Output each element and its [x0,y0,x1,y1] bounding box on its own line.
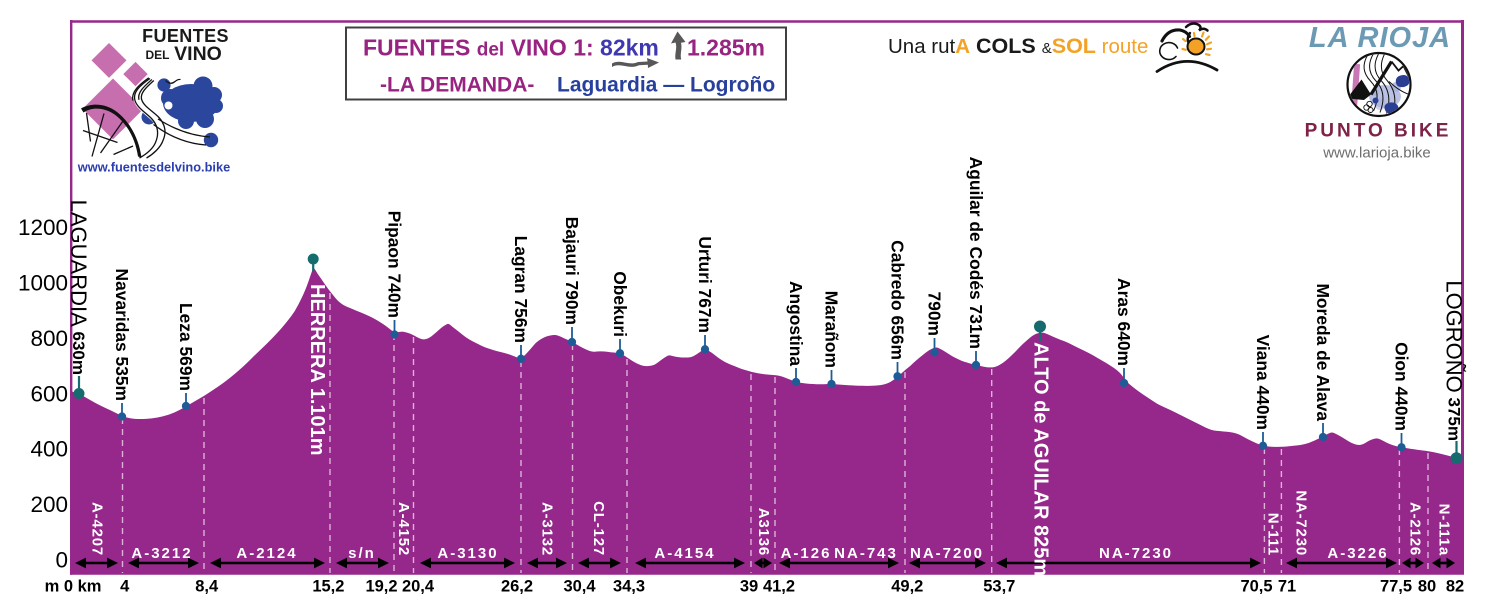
svg-text:ALTO de AGUILAR 825m: ALTO de AGUILAR 825m [1030,342,1052,576]
svg-text:-LA DEMANDA-: -LA DEMANDA- [380,74,534,97]
svg-text:Viana 440m: Viana 440m [1253,335,1273,430]
svg-text:Marañom: Marañom [822,291,842,368]
svg-text:1.285m: 1.285m [687,35,765,61]
svg-text:A3136: A3136 [755,508,772,556]
svg-text:Navaridas 535m: Navaridas 535m [112,269,132,401]
svg-text:20,4: 20,4 [402,578,435,596]
svg-text:FUENTES del VINO 1: 82km: FUENTES del VINO 1: 82km [363,35,659,61]
svg-text:39: 39 [740,578,758,596]
svg-text:80: 80 [1418,578,1436,596]
svg-text:NA-7230: NA-7230 [1099,545,1173,562]
svg-text:Laguardia — Logroño: Laguardia — Logroño [557,74,775,97]
svg-text:A-4207: A-4207 [89,502,106,556]
svg-text:Aguilar de Codés 731m: Aguilar de Codés 731m [966,157,986,349]
svg-text:LA RIOJA: LA RIOJA [1309,22,1451,54]
svg-text:400: 400 [30,437,68,462]
svg-text:Bajauri 790m: Bajauri 790m [562,217,582,325]
svg-text:PUNTO BIKE: PUNTO BIKE [1305,121,1452,142]
svg-text:Pipaon 740m: Pipaon 740m [385,211,405,318]
svg-text:A-4152: A-4152 [395,502,412,556]
svg-text:NA-7200: NA-7200 [910,545,984,562]
svg-text:Angostina: Angostina [786,281,806,366]
svg-text:LOGROÑO 375m: LOGROÑO 375m [1442,280,1467,441]
svg-text:s/n: s/n [348,545,376,562]
svg-text:53,7: 53,7 [983,578,1015,596]
svg-text:N-111a: N-111a [1436,504,1453,556]
svg-text:600: 600 [30,381,68,406]
svg-text:www.larioja.bike: www.larioja.bike [1322,145,1431,162]
svg-text:30,4: 30,4 [563,578,596,596]
svg-text:34,3: 34,3 [613,578,645,596]
svg-text:A-2126: A-2126 [1407,502,1424,556]
svg-text:790m: 790m [925,292,945,336]
svg-text:Leza 569m: Leza 569m [176,303,196,391]
svg-text:VINO: VINO [174,43,222,65]
svg-text:71: 71 [1278,578,1296,596]
svg-text:NA-743: NA-743 [834,545,898,562]
svg-text:4: 4 [120,578,130,596]
svg-text:200: 200 [30,492,68,517]
svg-text:Cabredo 656m: Cabredo 656m [888,240,908,360]
svg-text:A-2124: A-2124 [236,545,297,562]
svg-text:19,2: 19,2 [365,578,397,596]
svg-text:A-126: A-126 [781,545,832,562]
svg-text:LAGUARDIA 630m: LAGUARDIA 630m [67,200,92,375]
svg-text:800: 800 [30,326,68,351]
svg-text:DEL: DEL [146,48,170,62]
svg-text:70,5: 70,5 [1240,578,1272,596]
svg-text:0: 0 [55,548,68,573]
svg-text:N-111: N-111 [1265,513,1282,556]
svg-text:A-3226: A-3226 [1327,545,1388,562]
svg-text:CL-127: CL-127 [590,501,607,556]
svg-text:1200: 1200 [18,215,68,240]
svg-text:A-3212: A-3212 [131,545,192,562]
svg-text:A-3130: A-3130 [437,545,498,562]
svg-text:26,2: 26,2 [501,578,533,596]
svg-text:NA-7230: NA-7230 [1293,490,1310,556]
svg-text:HERRERA 1.101m: HERRERA 1.101m [306,284,328,456]
svg-text:Urturi 767m: Urturi 767m [695,236,715,333]
svg-text:8,4: 8,4 [195,578,219,596]
svg-text:A-4154: A-4154 [654,545,715,562]
svg-text:41,2: 41,2 [763,578,795,596]
svg-text:Aras 640m: Aras 640m [1114,278,1134,366]
svg-text:Una rutA COLS &SOL route: Una rutA COLS &SOL route [888,34,1148,58]
svg-text:Obekuri: Obekuri [610,271,630,337]
svg-text:Moreda de Alava: Moreda de Alava [1313,283,1333,421]
svg-text:82: 82 [1446,578,1464,596]
svg-text:49,2: 49,2 [891,578,923,596]
svg-text:1000: 1000 [18,271,68,296]
svg-text:Oion 440m: Oion 440m [1392,342,1412,431]
svg-text:Lagran 756m: Lagran 756m [511,236,531,343]
svg-text:15,2: 15,2 [312,578,344,596]
svg-text:www.fuentesdelvino.bike: www.fuentesdelvino.bike [77,160,230,175]
svg-text:A-3132: A-3132 [539,502,556,556]
svg-text:FUENTES: FUENTES [142,26,229,46]
svg-text:77,5: 77,5 [1380,578,1412,596]
svg-text:m 0 km: m 0 km [45,578,102,596]
